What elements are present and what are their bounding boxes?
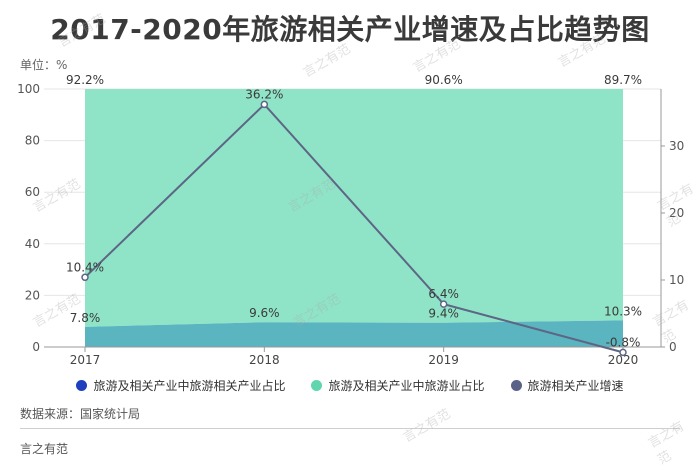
area-related-share	[85, 320, 623, 347]
data-label-related-share: 9.6%	[249, 306, 280, 320]
legend-item-tourism-share[interactable]: 旅游及相关产业中旅游业占比	[311, 377, 485, 394]
y-tick-label-right: 20	[669, 206, 684, 220]
y-tick-label-left: 60	[25, 185, 40, 199]
chart-title: 2017-2020年旅游相关产业增速及占比趋势图	[50, 13, 650, 46]
data-label-tourism-share: 89.7%	[604, 73, 642, 87]
data-label-related-share: 7.8%	[70, 311, 101, 325]
x-tick-label: 2020	[608, 353, 639, 367]
legend-label: 旅游及相关产业中旅游业占比	[328, 379, 485, 393]
data-label-growth: 6.4%	[428, 287, 459, 301]
y-tick-label-left: 40	[25, 237, 40, 251]
area-tourism-share	[85, 89, 623, 327]
y-tick-label-left: 0	[32, 340, 40, 354]
y-tick-label-left: 20	[25, 288, 40, 302]
growth-point	[619, 348, 627, 357]
growth-point	[260, 100, 269, 109]
divider	[20, 428, 680, 429]
unit-label: 单位：%	[20, 58, 68, 72]
legend-marker-line	[510, 380, 522, 391]
y-tick-label-right: 30	[669, 139, 684, 153]
data-label-tourism-share: 92.2%	[66, 73, 104, 87]
data-label-related-share: 9.4%	[428, 307, 459, 321]
data-label-tourism-share: 90.6%	[425, 73, 463, 87]
legend-label: 旅游相关产业增速	[527, 379, 624, 393]
legend-item-growth[interactable]: 旅游相关产业增速	[510, 377, 624, 394]
legend-marker-dark	[76, 380, 88, 391]
footer-brand: 言之有范	[20, 442, 69, 456]
legend-marker-light	[311, 380, 323, 391]
growth-line	[84, 102, 624, 354]
x-tick-label: 2019	[428, 353, 459, 367]
legend-label: 旅游及相关产业中旅游相关产业占比	[93, 379, 286, 393]
x-tick-label: 2017	[70, 353, 101, 367]
data-label-growth: 10.4%	[66, 260, 104, 274]
data-label-growth: -0.8%	[606, 335, 641, 349]
y-tick-label-right: 0	[669, 340, 677, 354]
data-source: 数据来源：国家统计局	[20, 407, 141, 421]
data-label-related-share: 10.3%	[604, 304, 642, 318]
y-tick-label-left: 100	[17, 82, 40, 96]
growth-point	[81, 273, 89, 282]
x-tick-label: 2018	[249, 353, 280, 367]
data-label-growth: 36.2%	[245, 87, 283, 101]
growth-point	[439, 300, 448, 308]
y-tick-label-left: 80	[25, 134, 40, 148]
y-tick-label-right: 10	[669, 273, 684, 287]
legend-item-related-share[interactable]: 旅游及相关产业中旅游相关产业占比	[76, 377, 285, 394]
legend: 旅游及相关产业中旅游相关产业占比 旅游及相关产业中旅游业占比 旅游相关产业增速	[0, 377, 700, 394]
